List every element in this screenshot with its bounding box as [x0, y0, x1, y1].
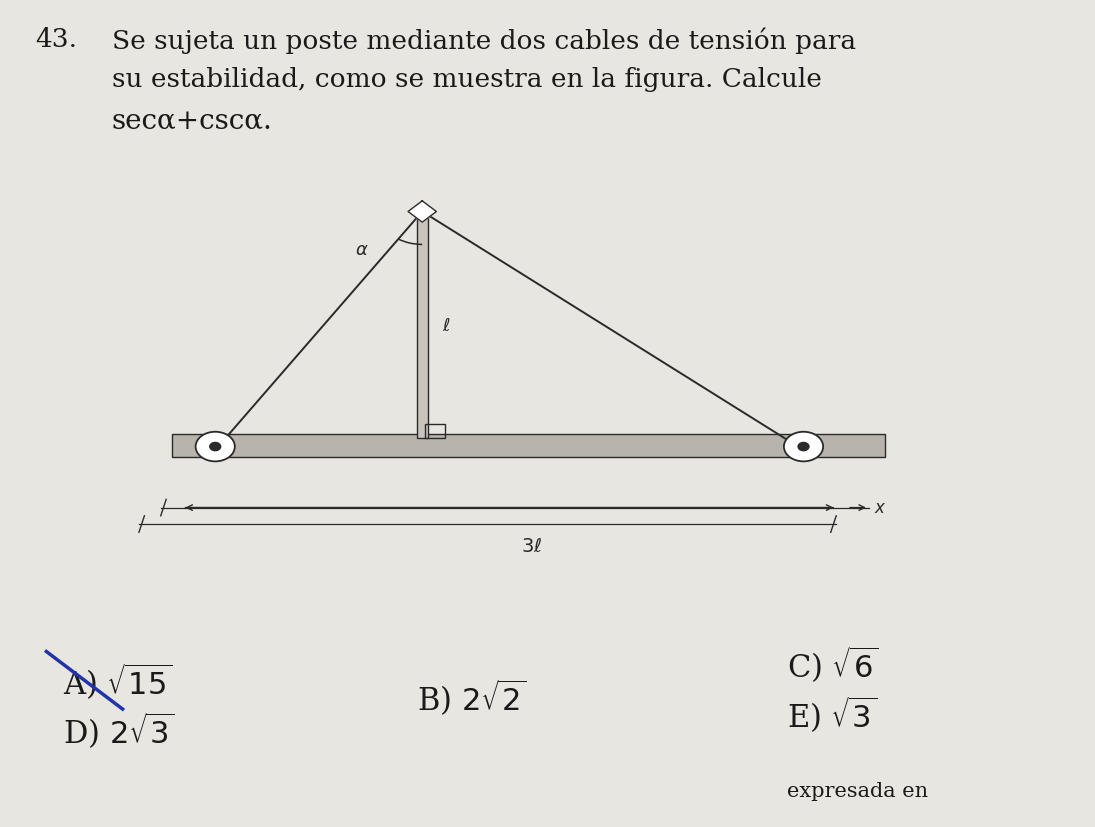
- Text: secα+cscα.: secα+cscα.: [112, 108, 273, 135]
- Text: 43.: 43.: [35, 27, 78, 52]
- Text: expresada en: expresada en: [787, 781, 929, 800]
- Text: D) $2\sqrt{3}$: D) $2\sqrt{3}$: [62, 710, 174, 750]
- Circle shape: [784, 433, 823, 461]
- Text: $x$: $x$: [874, 500, 887, 516]
- Polygon shape: [408, 202, 437, 223]
- Circle shape: [210, 443, 221, 451]
- Circle shape: [196, 433, 234, 461]
- Bar: [417, 213, 428, 439]
- Text: $\ell$: $\ell$: [441, 317, 450, 335]
- Text: Se sujeta un poste mediante dos cables de tensión para: Se sujeta un poste mediante dos cables d…: [112, 27, 856, 54]
- Text: E) $\sqrt{3}$: E) $\sqrt{3}$: [787, 693, 877, 734]
- Text: C) $\sqrt{6}$: C) $\sqrt{6}$: [787, 643, 878, 685]
- Circle shape: [798, 443, 809, 451]
- Text: $3\ell$: $3\ell$: [520, 537, 542, 556]
- Text: B) $2\sqrt{2}$: B) $2\sqrt{2}$: [417, 676, 527, 717]
- Text: A) $\sqrt{15}$: A) $\sqrt{15}$: [62, 660, 172, 700]
- Bar: [172, 434, 885, 457]
- Text: $\alpha$: $\alpha$: [356, 240, 369, 258]
- Bar: [426, 424, 445, 439]
- Text: su estabilidad, como se muestra en la figura. Calcule: su estabilidad, como se muestra en la fi…: [112, 67, 821, 92]
